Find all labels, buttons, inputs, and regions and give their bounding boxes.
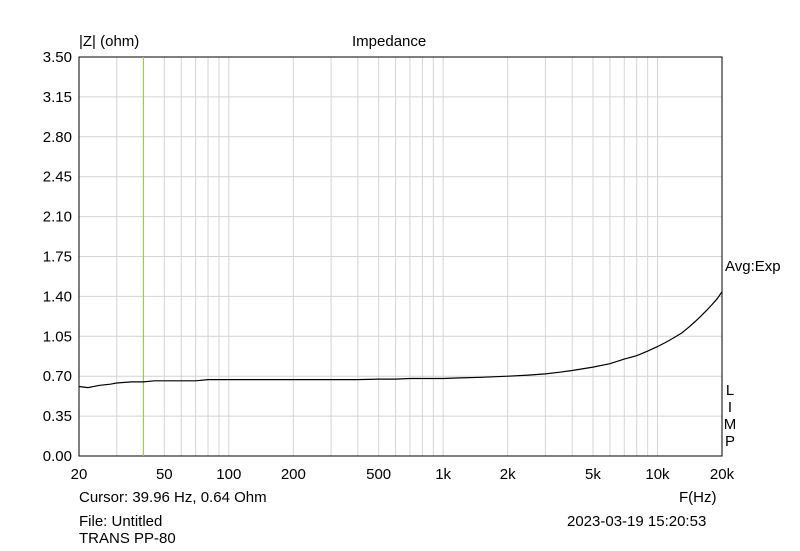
x-tick-label: 20 xyxy=(71,466,88,483)
plot-frame xyxy=(78,56,723,457)
y-tick-label: 1.75 xyxy=(43,249,72,266)
y-tick-label: 2.45 xyxy=(43,169,72,186)
x-tick-label: 500 xyxy=(366,466,391,483)
x-axis-label: F(Hz) xyxy=(679,489,717,506)
avg-label: Avg:Exp xyxy=(725,258,781,275)
y-tick-label: 3.50 xyxy=(43,49,72,66)
side-letter-m: M xyxy=(723,416,737,433)
x-tick-label: 5k xyxy=(585,466,601,483)
y-tick-label: 0.70 xyxy=(43,368,72,385)
y-axis-label: |Z| (ohm) xyxy=(79,33,140,50)
chart-title: Impedance xyxy=(352,33,427,50)
y-tick-label: 1.05 xyxy=(43,328,72,345)
x-tick-label: 200 xyxy=(281,466,306,483)
side-letter-p: P xyxy=(724,433,735,450)
y-tick-label: 2.80 xyxy=(43,129,72,146)
x-tick-label: 1k xyxy=(435,466,451,483)
timestamp: 2023-03-19 15:20:53 xyxy=(567,513,707,530)
file-name: File: Untitled xyxy=(79,513,163,530)
y-tick-label: 0.35 xyxy=(43,408,72,425)
y-tick-label: 2.10 xyxy=(43,209,72,226)
y-tick-label: 1.40 xyxy=(43,288,72,305)
y-tick-label: 0.00 xyxy=(43,448,72,465)
x-tick-label: 2k xyxy=(500,466,516,483)
x-tick-label: 50 xyxy=(156,466,173,483)
x-tick-label: 100 xyxy=(216,466,241,483)
device-name: TRANS PP-80 xyxy=(79,530,176,547)
side-letter-l: L xyxy=(725,382,735,399)
x-tick-label: 10k xyxy=(645,466,670,483)
side-letter-i: I xyxy=(727,399,733,416)
impedance-curve xyxy=(78,291,723,389)
cursor-readout: Cursor: 39.96 Hz, 0.64 Ohm xyxy=(79,489,267,506)
x-tick-label: 20k xyxy=(710,466,735,483)
y-tick-label: 3.15 xyxy=(43,89,72,106)
